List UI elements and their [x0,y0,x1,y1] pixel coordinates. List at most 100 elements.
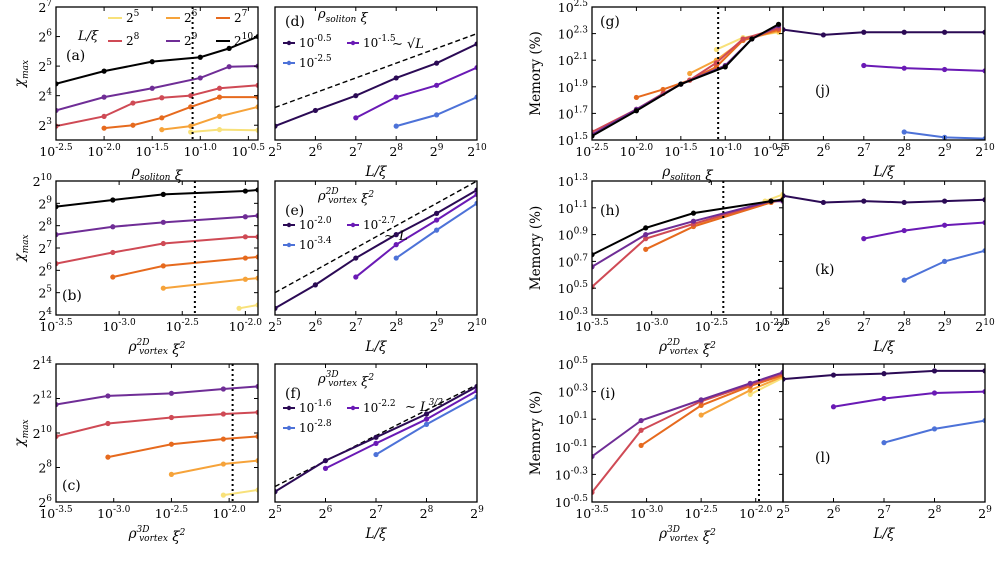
legend-f: ρ3D vortex ξ2 10-1.6 10-2.2 10-2.8 [283,370,396,435]
y-tick-label-b-6: 210 [33,173,53,189]
data-point-j-0-3 [901,29,907,35]
axes-frame-e [274,180,478,316]
data-point-a-3-4 [188,93,194,99]
data-point-a-2-2 [159,115,165,121]
y-tick-label-h-1: 100.5 [558,280,588,296]
plot-area-k [783,193,985,283]
data-point-c-4-3 [220,386,226,392]
x-tick-label-d-5: 210 [467,143,487,159]
x-tick-label-j-1: 26 [817,143,831,159]
plot-area-h [592,191,783,290]
data-point-a-5-1 [101,68,107,74]
panel-k: 25 26 27 28 29 210 L/ξ (k) [776,180,995,355]
x-tick-label-h-0: 10-3.5 [575,318,609,334]
panel-c: 10-3.5 10-3.0 10-2.5 10-2.0 26 28 210 212 214 ρ3D… [12,356,259,545]
legend-label-d-0: 10-0.5 [299,34,332,50]
data-point-b-3-1 [110,249,116,256]
x-tick-label-g-1: 10-2.0 [620,143,654,159]
x-tick-label-l-4: 29 [978,505,992,521]
x-tick-label-k-4: 29 [938,318,952,334]
data-point-b-2-1 [160,263,166,269]
data-point-e-0-2 [353,255,359,261]
data-point-b-4-3 [242,214,248,220]
y-axis-label-c: χmax [12,419,31,447]
data-point-a-3-1 [101,113,107,119]
y-tick-label-c-0: 26 [38,494,52,510]
data-point-k-1-1 [901,227,907,234]
x-tick-label-k-1: 26 [817,318,831,334]
data-point-g-2-1 [660,86,666,93]
legend-label-f-0: 10-1.6 [299,399,332,415]
panel-e: 25 26 27 28 29 210 L/ξ (e) ∼ L ρ2D vortex ξ2 10-2.0… [268,180,487,355]
data-point-h-5-1 [643,225,649,231]
data-point-i-1-0 [698,412,704,418]
y-tick-label-g-3: 102.1 [558,52,588,68]
x-tick-label-d-2: 27 [349,143,363,159]
data-point-i-0-0 [747,391,753,397]
data-point-f-1-0 [322,465,329,471]
y-tick-label-b-1: 25 [38,285,52,301]
legend-marker-d-2 [286,60,292,66]
data-point-d-1-0 [353,115,359,121]
x-axis-label-h: ρ2D vortex ξ2 [658,338,716,358]
legend-label-a-3: 28 [126,32,140,48]
panel-l: 25 26 27 28 29 L/ξ (l) [776,363,992,542]
legend-label-d-2: 10-2.5 [299,54,332,70]
x-axis-label-l: L/ξ [873,526,896,542]
data-point-g-5-4 [749,36,755,42]
data-point-d-1-2 [434,82,440,88]
data-point-k-1-2 [942,222,948,228]
x-tick-label-i-3: 10-2.0 [739,505,773,521]
data-point-j-1-1 [901,65,907,71]
plot-area-j [783,27,985,140]
data-point-b-2-2 [242,255,248,261]
x-tick-label-k-3: 28 [897,318,911,334]
y-tick-label-i-1: 10-0.3 [555,466,589,482]
x-tick-label-a-3: 10-1.0 [184,143,218,159]
x-tick-label-f-4: 29 [470,505,484,521]
legend-label-f-2: 10-2.8 [299,419,332,435]
x-tick-label-f-3: 28 [420,505,434,521]
legend-label-a-0: 25 [126,9,140,25]
data-point-g-5-1 [633,108,640,114]
legend-marker-e-1 [350,222,356,228]
panel-label-e: (e) [285,203,304,219]
y-tick-label-h-0: 100.3 [558,307,588,323]
series-line-d-2 [395,96,477,128]
data-point-l-0-3 [931,368,938,374]
data-point-a-4-1 [101,94,107,100]
x-tick-label-b-3: 10-2.0 [229,318,263,334]
data-point-c-1-0 [168,471,175,477]
data-point-a-5-4 [226,45,232,51]
data-point-f-0-2 [373,434,379,440]
reference-label-f: ∼ L3/2 [405,398,443,415]
y-tick-label-i-3: 100.1 [558,411,588,427]
x-tick-label-b-0: 10-3.5 [39,318,73,334]
y-tick-label-h-5: 101.3 [558,173,588,189]
series-line-g-0 [715,31,779,51]
legend-label-e-1: 10-2.7 [363,216,396,232]
data-point-b-5-2 [160,191,166,197]
data-point-h-5-2 [690,210,697,216]
data-point-f-2-0 [373,451,379,458]
axes-frame-h [591,180,784,316]
y-tick-label-b-4: 28 [38,218,52,234]
panel-label-d: (d) [285,14,305,30]
y-tick-label-b-0: 24 [38,307,52,323]
plot-area-e [275,181,477,311]
x-tick-label-k-5: 210 [975,318,995,334]
axes-frame-j [782,6,986,141]
data-point-b-4-1 [110,224,116,230]
panel-label-g: (g) [600,14,620,30]
panel-label-j: (j) [815,83,830,99]
axes-frame-l [782,363,986,503]
data-point-b-4-2 [160,219,166,225]
x-tick-label-a-2: 10-1.5 [136,143,170,159]
x-axis-label-i: ρ3D vortex ξ2 [658,525,716,545]
x-tick-label-h-3: 10-2.0 [754,318,788,334]
data-point-f-2-1 [423,421,430,427]
x-tick-label-e-4: 29 [430,318,444,334]
data-point-a-3-3 [159,95,165,101]
data-point-j-0-4 [942,29,948,35]
plot-area-c [56,383,258,498]
